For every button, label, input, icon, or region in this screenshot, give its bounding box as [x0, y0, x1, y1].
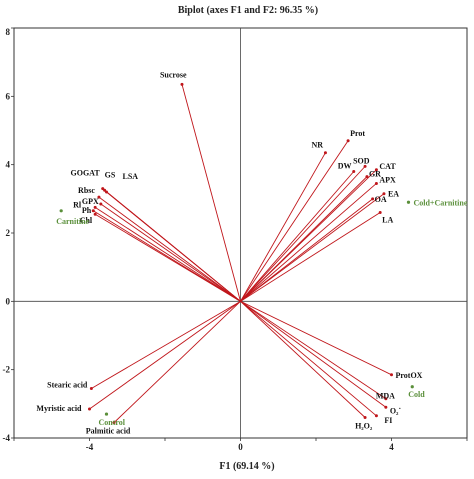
- variable-point: [91, 209, 95, 213]
- variable-vector: [181, 84, 241, 302]
- variable-label: GS: [105, 170, 116, 179]
- observation-point: [410, 385, 414, 389]
- observation-point: [406, 200, 411, 204]
- variable-label: APX: [379, 175, 396, 184]
- observation-label: Cold+Carnitine: [413, 198, 467, 207]
- y-tick-label: 8: [6, 27, 11, 37]
- variable-label: Chl: [80, 216, 93, 225]
- variable-label: GOGAT: [71, 169, 101, 178]
- variable-point: [390, 373, 393, 377]
- y-tick-label: 4: [6, 160, 11, 170]
- variable-vector: [240, 300, 392, 376]
- variable-label: H₂O₂: [355, 422, 373, 431]
- variable-vector: [240, 193, 385, 302]
- variable-label: NR: [311, 141, 323, 150]
- y-tick-label: 6: [6, 91, 11, 101]
- observation-label: Carnitine: [56, 217, 89, 226]
- observation-label: Cold: [408, 390, 425, 399]
- variable-point: [89, 386, 93, 390]
- variable-point: [382, 192, 386, 196]
- variable-label: Rbsc: [78, 186, 95, 195]
- x-tick-label: 0: [238, 442, 243, 452]
- variable-vector: [240, 171, 355, 302]
- variable-vector: [240, 300, 387, 400]
- variable-label: Prot: [350, 129, 365, 138]
- variable-label: OA: [375, 195, 387, 204]
- variable-point: [93, 212, 97, 216]
- variable-vector: [240, 301, 366, 418]
- variable-point: [97, 195, 101, 199]
- variable-label: LA: [382, 216, 393, 225]
- variable-label: Ph: [82, 206, 92, 215]
- variable-label: LSA: [122, 172, 138, 181]
- observation-point: [104, 412, 109, 416]
- variable-label: GR: [369, 170, 381, 179]
- variable-label: O₂˙: [390, 406, 401, 415]
- variable-point: [384, 405, 388, 409]
- y-tick-label: -4: [3, 433, 11, 443]
- variable-point: [363, 416, 367, 419]
- x-tick-label: 4: [389, 442, 394, 452]
- variable-vector: [89, 300, 241, 410]
- variable-point: [371, 197, 375, 201]
- variable-label: FI: [384, 416, 392, 425]
- y-tick-label: 0: [6, 296, 11, 306]
- variable-vector: [94, 213, 241, 302]
- variable-vector: [240, 300, 387, 408]
- variable-point: [365, 175, 369, 179]
- variable-label: CAT: [379, 162, 396, 171]
- variable-point: [384, 397, 388, 401]
- observation-label: Control: [98, 418, 125, 427]
- variable-point: [352, 170, 356, 173]
- variable-point: [374, 168, 378, 172]
- variable-vector: [100, 203, 241, 302]
- variable-label: EA: [388, 190, 399, 199]
- variable-label: ProtOX: [396, 371, 423, 380]
- variable-point: [99, 202, 103, 206]
- variable-vector: [240, 140, 349, 302]
- y-tick-label: -2: [3, 365, 11, 375]
- variable-point: [88, 407, 91, 411]
- variable-vector: [106, 191, 241, 302]
- variable-label: GPX: [82, 197, 99, 206]
- variable-point: [374, 414, 378, 418]
- variable-point: [323, 151, 327, 155]
- variable-vector: [113, 301, 241, 423]
- variable-point: [93, 205, 97, 209]
- variable-label: Palmitic acid: [86, 427, 131, 436]
- variable-label: Stearic acid: [47, 380, 88, 389]
- variable-point: [180, 82, 184, 86]
- variable-vector: [240, 198, 373, 302]
- variable-label: Myristic acid: [36, 404, 82, 413]
- variable-vector: [240, 300, 377, 417]
- variable-point: [346, 139, 350, 143]
- y-tick-label: 2: [6, 228, 11, 238]
- variable-point: [112, 421, 116, 425]
- variable-vector: [240, 166, 366, 302]
- x-tick-label: -4: [86, 442, 94, 452]
- variable-label: Sucrose: [160, 70, 187, 79]
- variable-vector: [91, 300, 241, 389]
- chart-title: Biplot (axes F1 and F2: 96.35 %): [178, 5, 318, 16]
- variable-vector: [240, 212, 381, 302]
- variable-vector: [94, 206, 241, 302]
- variable-point: [363, 164, 367, 168]
- variable-label: DW: [338, 162, 352, 171]
- variable-vector: [98, 196, 241, 302]
- variable-label: Rl: [73, 200, 82, 209]
- variable-point: [104, 190, 108, 194]
- variable-vector: [240, 176, 368, 302]
- variable-point: [378, 211, 382, 214]
- observation-point: [59, 209, 63, 213]
- variable-point: [374, 181, 378, 185]
- variable-label: MDA: [376, 392, 395, 401]
- variable-vector: [240, 183, 377, 302]
- x-axis-title: F1 (69.14 %): [219, 461, 274, 472]
- variable-label: SOD: [353, 156, 370, 165]
- variable-vector: [240, 152, 326, 302]
